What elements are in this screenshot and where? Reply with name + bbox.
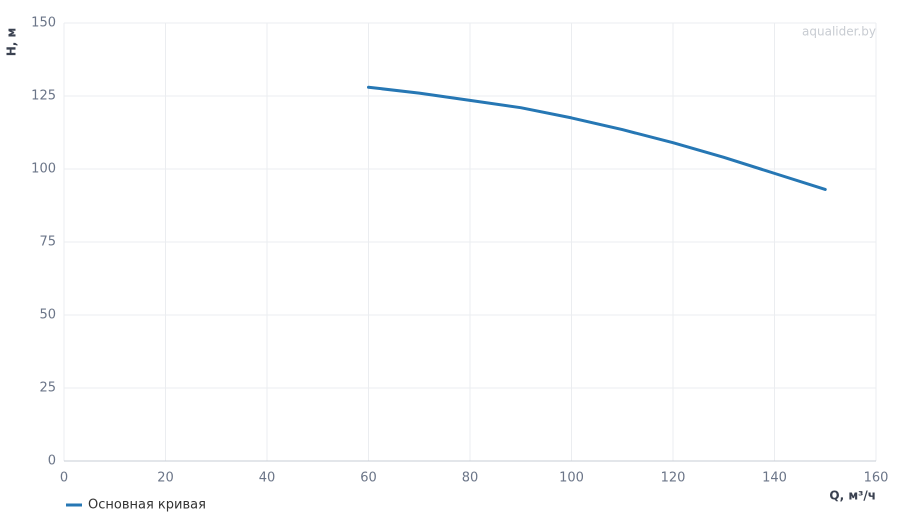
- y-tick-label: 100: [31, 162, 56, 177]
- y-tick-label: 75: [39, 235, 56, 250]
- x-tick-label: 120: [661, 471, 686, 486]
- x-tick-label: 20: [157, 471, 174, 486]
- x-tick-label: 140: [762, 471, 787, 486]
- y-tick-label: 150: [31, 16, 56, 31]
- x-axis-label: Q, м³/ч: [829, 489, 876, 503]
- x-tick-label: 160: [864, 471, 889, 486]
- y-tick-label: 25: [39, 381, 56, 396]
- x-tick-label: 40: [259, 471, 276, 486]
- x-tick-label: 0: [60, 471, 68, 486]
- watermark: aqualider.by: [802, 25, 876, 39]
- y-tick-label: 0: [48, 454, 56, 469]
- x-tick-label: 60: [360, 471, 377, 486]
- y-tick-label: 50: [39, 308, 56, 323]
- y-tick-label: 125: [31, 89, 56, 104]
- curve: [367, 85, 827, 191]
- legend-label: Основная кривая: [88, 498, 206, 513]
- x-tick-label: 100: [559, 471, 584, 486]
- x-tick-label: 80: [462, 471, 479, 486]
- y-axis-label: H, м: [5, 28, 19, 57]
